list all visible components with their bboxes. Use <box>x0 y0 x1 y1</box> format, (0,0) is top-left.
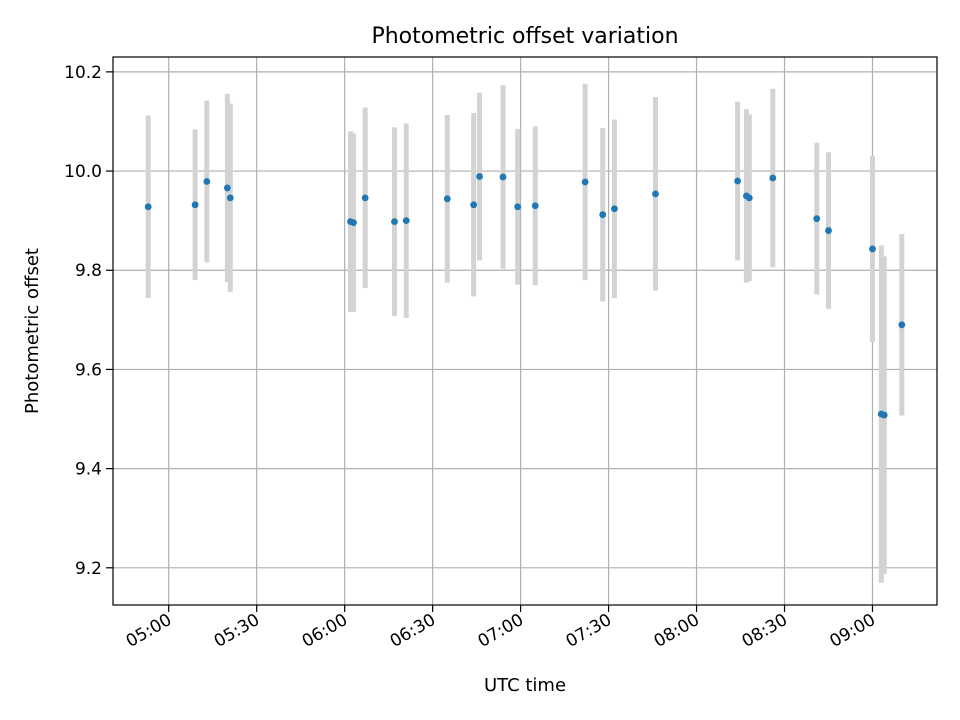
data-point <box>825 227 832 234</box>
data-points <box>144 173 906 419</box>
y-tick-label: 9.2 <box>75 559 102 579</box>
data-point <box>203 178 211 185</box>
data-point <box>391 218 398 226</box>
plot-frame <box>112 56 938 606</box>
data-point <box>869 245 876 253</box>
data-point <box>745 194 753 202</box>
data-point <box>531 202 539 210</box>
data-point <box>813 215 821 223</box>
y-tick-label: 9.8 <box>75 261 102 281</box>
data-point <box>734 177 741 185</box>
data-point <box>223 184 231 192</box>
y-tick-label: 10.0 <box>64 162 102 182</box>
y-axis-ticks: 9.2 9.4 9.6 9.8 10.0 10.2 <box>64 63 113 579</box>
data-point <box>514 203 522 211</box>
y-tick-label: 9.4 <box>75 460 102 480</box>
data-point <box>499 173 507 181</box>
data-point <box>769 174 777 182</box>
data-point <box>476 173 483 180</box>
data-point <box>191 201 199 209</box>
x-axis-label: UTC time <box>484 675 566 696</box>
y-tick-label: 10.2 <box>64 63 102 83</box>
y-tick-label: 9.6 <box>75 360 102 380</box>
data-point <box>880 411 888 419</box>
grid <box>113 57 937 605</box>
chart-title: Photometric offset variation <box>371 24 678 49</box>
data-point <box>402 217 410 225</box>
data-point <box>144 203 152 211</box>
data-point <box>652 190 659 198</box>
data-point <box>361 194 369 202</box>
data-point <box>226 194 234 202</box>
data-point <box>611 205 618 213</box>
data-point <box>470 201 478 209</box>
data-point <box>581 178 589 186</box>
y-axis-label: Photometric offset <box>22 248 43 414</box>
data-point <box>443 195 451 203</box>
data-point <box>350 219 357 227</box>
data-point <box>898 321 906 329</box>
data-point <box>599 211 607 219</box>
